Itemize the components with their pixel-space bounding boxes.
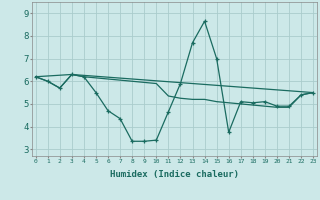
X-axis label: Humidex (Indice chaleur): Humidex (Indice chaleur) (110, 170, 239, 179)
